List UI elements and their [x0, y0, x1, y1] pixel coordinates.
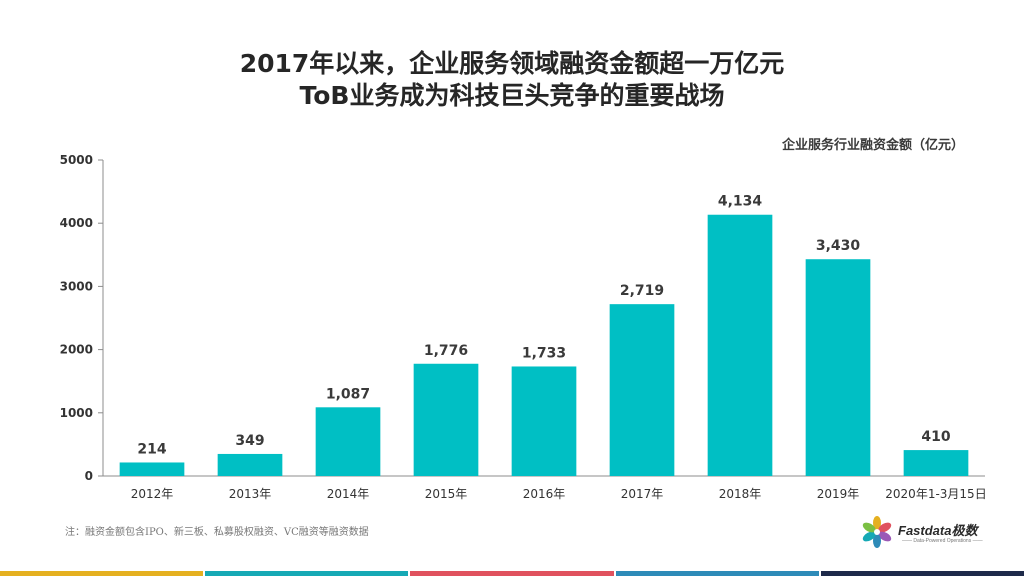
y-tick-label: 2000	[60, 343, 93, 357]
footer-segment	[0, 571, 204, 576]
chart-title: 2017年以来，企业服务领域融资金额超一万亿元 ToB业务成为科技巨头竞争的重要…	[0, 48, 1024, 112]
fastdata-logo: Fastdata极数 —— Data-Powered Operations ——	[860, 515, 983, 555]
footer-color-bar	[0, 571, 1024, 576]
x-tick-label: 2018年	[719, 487, 762, 501]
data-label: 1,087	[326, 386, 370, 402]
data-label: 410	[921, 429, 950, 445]
data-label: 349	[235, 433, 264, 449]
bar	[119, 462, 185, 476]
y-tick-label: 0	[85, 469, 93, 483]
logo-tagline: —— Data-Powered Operations ——	[902, 538, 983, 544]
x-tick-label: 2019年	[817, 487, 860, 501]
footer-segment	[615, 571, 819, 576]
logo-brand: Fastdata极数	[898, 523, 978, 538]
x-tick-label: 2013年	[229, 487, 272, 501]
flower-logo-icon	[862, 516, 892, 548]
title-line-1: 2017年以来，企业服务领域融资金额超一万亿元	[239, 49, 785, 78]
bar	[217, 453, 283, 476]
bar	[315, 407, 381, 476]
bar	[707, 214, 773, 476]
data-label: 2,719	[620, 283, 664, 299]
x-tick-label: 2016年	[523, 487, 566, 501]
unit-label: 企业服务行业融资金额（亿元）	[781, 138, 964, 153]
bar	[903, 450, 969, 476]
bar	[805, 259, 871, 476]
bar	[413, 363, 479, 476]
footer-segment	[410, 571, 614, 576]
bar	[609, 304, 675, 476]
x-tick-label: 2017年	[621, 487, 664, 501]
y-tick-label: 4000	[60, 216, 93, 230]
y-tick-label: 5000	[60, 153, 93, 167]
data-label: 1,733	[522, 345, 566, 361]
x-tick-label: 2014年	[327, 487, 370, 501]
x-tick-label: 2015年	[425, 487, 468, 501]
title-line-2: ToB业务成为科技巨头竞争的重要战场	[299, 81, 725, 110]
data-label: 3,430	[816, 238, 861, 254]
x-tick-label: 2020年1-3月15日	[885, 487, 986, 501]
y-tick-label: 3000	[60, 279, 93, 293]
y-tick-label: 1000	[60, 406, 93, 420]
footnote: 注：融资金额包含IPO、新三板、私募股权融资、VC融资等融资数据	[65, 527, 369, 538]
bar	[511, 366, 577, 476]
footer-segment	[205, 571, 409, 576]
footer-segment	[820, 571, 1024, 576]
data-label: 4,134	[718, 194, 763, 210]
data-label: 214	[137, 441, 166, 457]
x-tick-label: 2012年	[131, 487, 174, 501]
data-label: 1,776	[424, 343, 468, 359]
